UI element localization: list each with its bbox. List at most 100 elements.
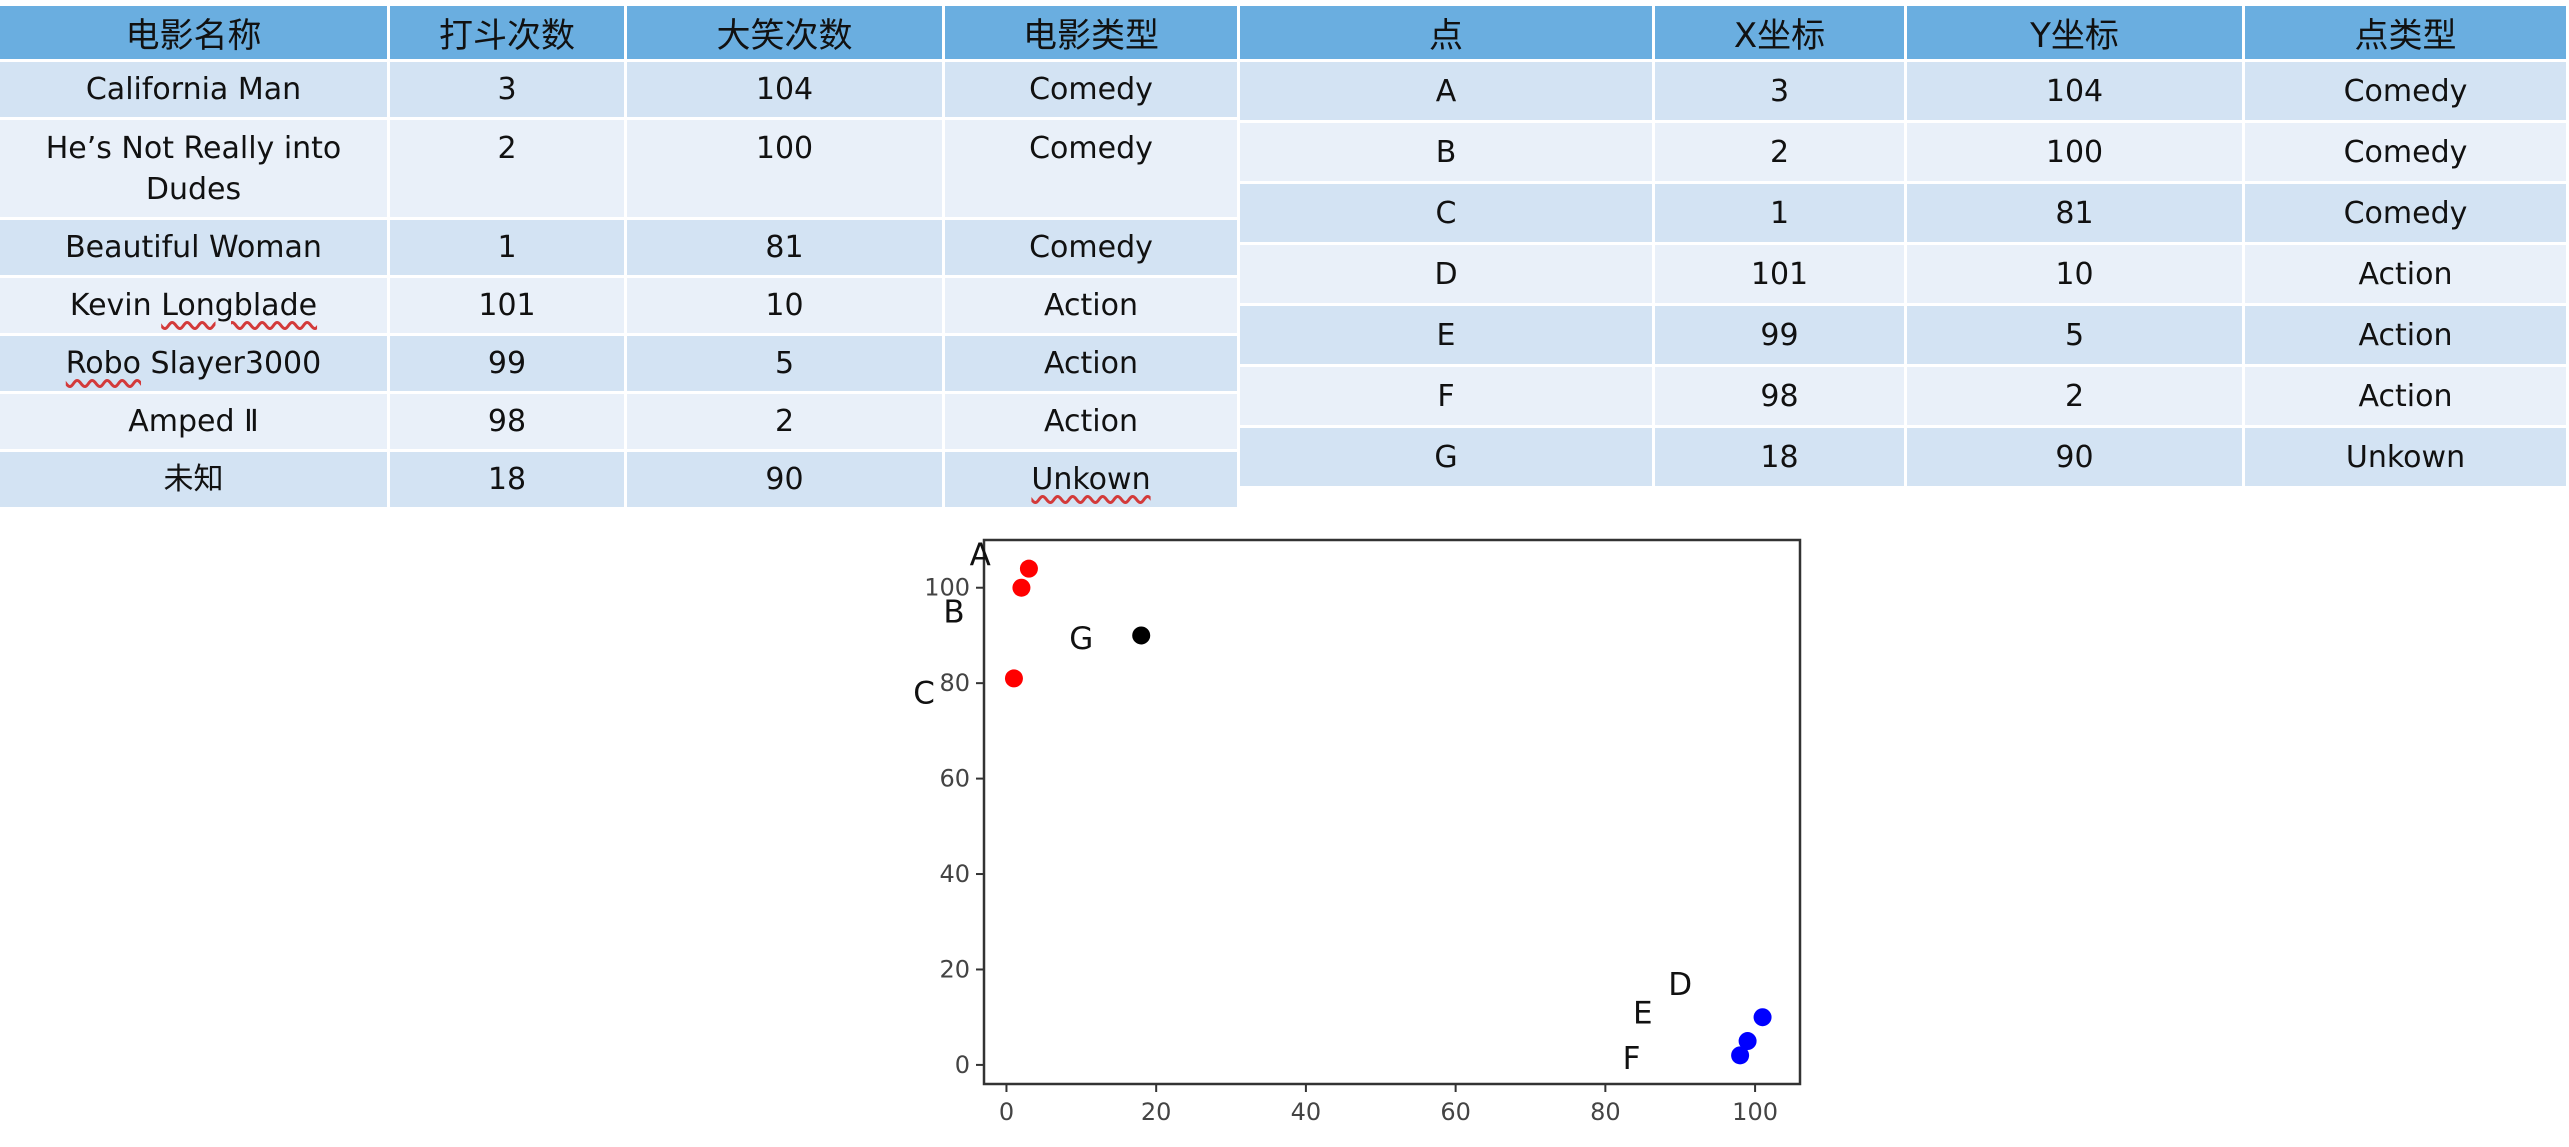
data-point xyxy=(1019,559,1038,578)
laugh-count-cell: 90 xyxy=(627,452,945,510)
data-point xyxy=(1132,626,1151,645)
point-table-header: 点类型 xyxy=(2245,6,2569,62)
point-name-cell: E xyxy=(1240,306,1655,367)
movie-type-cell: Comedy xyxy=(945,120,1240,220)
point-table-header: X坐标 xyxy=(1655,6,1907,62)
laugh-count-cell: 81 xyxy=(627,220,945,278)
y-coord-cell: 2 xyxy=(1907,367,2245,428)
movie-table: 电影名称 打斗次数 大笑次数 电影类型 California Man 3 104… xyxy=(0,6,1240,510)
table-row: D 101 10 Action xyxy=(1240,245,2569,306)
y-tick-label: 100 xyxy=(924,574,970,602)
movie-type-cell: Action xyxy=(945,336,1240,394)
x-tick-label: 60 xyxy=(1440,1098,1471,1126)
movie-type-cell: Unkown xyxy=(945,452,1240,510)
fight-count-cell: 1 xyxy=(390,220,627,278)
movie-name-cell: Kevin Longblade xyxy=(0,278,390,336)
table-row: F 98 2 Action xyxy=(1240,367,2569,428)
table-row: E 99 5 Action xyxy=(1240,306,2569,367)
data-point xyxy=(1738,1032,1757,1051)
fight-count-cell: 3 xyxy=(390,62,627,120)
x-tick-label: 40 xyxy=(1291,1098,1322,1126)
point-label: C xyxy=(913,676,935,712)
y-tick-label: 80 xyxy=(939,669,970,697)
point-type-cell: Comedy xyxy=(2245,184,2569,245)
point-name-cell: B xyxy=(1240,123,1655,184)
spellcheck-underline: Longblade xyxy=(161,287,318,323)
x-tick-label: 80 xyxy=(1590,1098,1621,1126)
data-point xyxy=(1004,669,1023,688)
table-row: Kevin Longblade 101 10 Action xyxy=(0,278,1240,336)
x-coord-cell: 2 xyxy=(1655,123,1907,184)
point-label: A xyxy=(970,537,991,573)
fight-count-cell: 98 xyxy=(390,394,627,452)
data-point xyxy=(1012,578,1031,597)
y-coord-cell: 90 xyxy=(1907,428,2245,489)
table-row: B 2 100 Comedy xyxy=(1240,123,2569,184)
point-table-header-row: 点 X坐标 Y坐标 点类型 xyxy=(1240,6,2569,62)
point-label: E xyxy=(1633,995,1653,1031)
data-point xyxy=(1731,1046,1750,1065)
y-coord-cell: 10 xyxy=(1907,245,2245,306)
movie-type-cell: Comedy xyxy=(945,62,1240,120)
movie-type-cell: Comedy xyxy=(945,220,1240,278)
movie-name-cell: California Man xyxy=(0,62,390,120)
x-coord-cell: 18 xyxy=(1655,428,1907,489)
y-tick-label: 0 xyxy=(955,1051,970,1079)
laugh-count-cell: 100 xyxy=(627,120,945,220)
movie-name-cell: Beautiful Woman xyxy=(0,220,390,278)
y-coord-cell: 104 xyxy=(1907,62,2245,123)
movie-table-header: 大笑次数 xyxy=(627,6,945,62)
x-coord-cell: 101 xyxy=(1655,245,1907,306)
fight-count-cell: 18 xyxy=(390,452,627,510)
table-row: He’s Not Really into Dudes 2 100 Comedy xyxy=(0,120,1240,220)
point-label: G xyxy=(1069,621,1093,657)
point-label: B xyxy=(943,595,964,631)
y-coord-cell: 100 xyxy=(1907,123,2245,184)
point-name-cell: C xyxy=(1240,184,1655,245)
movie-table-header: 电影类型 xyxy=(945,6,1240,62)
table-row: California Man 3 104 Comedy xyxy=(0,62,1240,120)
point-name-cell: G xyxy=(1240,428,1655,489)
table-row: G 18 90 Unkown xyxy=(1240,428,2569,489)
fight-count-cell: 99 xyxy=(390,336,627,394)
table-row: Beautiful Woman 1 81 Comedy xyxy=(0,220,1240,278)
point-table: 点 X坐标 Y坐标 点类型 A 3 104 Comedy B 2 100 Com… xyxy=(1240,6,2569,489)
plot-area xyxy=(982,538,1802,1086)
movie-name-cell: 未知 xyxy=(0,452,390,510)
y-tick-label: 20 xyxy=(939,955,970,983)
laugh-count-cell: 2 xyxy=(627,394,945,452)
movie-table-header: 电影名称 xyxy=(0,6,390,62)
table-row: 未知 18 90 Unkown xyxy=(0,452,1240,510)
point-type-cell: Unkown xyxy=(2245,428,2569,489)
y-tick-label: 40 xyxy=(939,860,970,888)
point-table-header: Y坐标 xyxy=(1907,6,2245,62)
point-name-cell: A xyxy=(1240,62,1655,123)
movie-type-cell: Action xyxy=(945,394,1240,452)
fight-count-cell: 2 xyxy=(390,120,627,220)
laugh-count-cell: 104 xyxy=(627,62,945,120)
laugh-count-cell: 10 xyxy=(627,278,945,336)
movie-type-cell: Action xyxy=(945,278,1240,336)
point-type-cell: Action xyxy=(2245,367,2569,428)
point-type-cell: Comedy xyxy=(2245,123,2569,184)
movie-name-cell: Robo Slayer3000 xyxy=(0,336,390,394)
point-table-header: 点 xyxy=(1240,6,1655,62)
fight-count-cell: 101 xyxy=(390,278,627,336)
movie-table-header: 打斗次数 xyxy=(390,6,627,62)
table-row: A 3 104 Comedy xyxy=(1240,62,2569,123)
point-type-cell: Action xyxy=(2245,306,2569,367)
point-name-cell: F xyxy=(1240,367,1655,428)
y-coord-cell: 81 xyxy=(1907,184,2245,245)
x-tick-label: 0 xyxy=(999,1098,1014,1126)
point-type-cell: Comedy xyxy=(2245,62,2569,123)
table-row: Amped Ⅱ 98 2 Action xyxy=(0,394,1240,452)
y-tick-label: 60 xyxy=(939,765,970,793)
table-row: Robo Slayer3000 99 5 Action xyxy=(0,336,1240,394)
point-name-cell: D xyxy=(1240,245,1655,306)
x-coord-cell: 1 xyxy=(1655,184,1907,245)
x-coord-cell: 99 xyxy=(1655,306,1907,367)
y-coord-cell: 5 xyxy=(1907,306,2245,367)
x-coord-cell: 98 xyxy=(1655,367,1907,428)
